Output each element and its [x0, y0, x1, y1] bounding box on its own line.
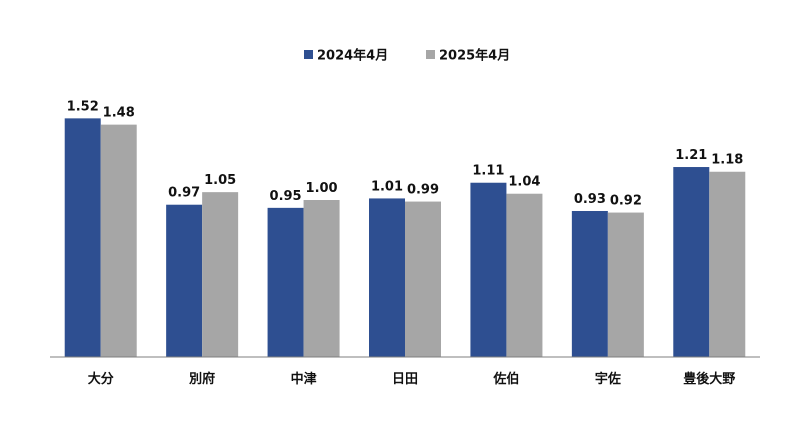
data-label: 1.01 [371, 179, 403, 194]
legend-label: 2025年4月 [439, 48, 510, 64]
bar-series1-2 [267, 207, 304, 357]
bar-series1-3 [369, 198, 405, 357]
bar-series2-4 [506, 193, 543, 357]
data-label: 1.05 [204, 173, 236, 188]
category-label: 大分 [88, 371, 114, 387]
data-label: 1.11 [472, 164, 504, 179]
bar-series1-6 [673, 167, 710, 357]
category-label: 日田 [392, 372, 418, 387]
category-label: 宇佐 [595, 371, 621, 387]
bar-series2-3 [405, 201, 441, 357]
data-label: 0.97 [168, 186, 200, 201]
category-label: 中津 [291, 371, 317, 387]
legend-swatch [426, 50, 435, 59]
bar-series1-1 [166, 204, 203, 357]
legend-label: 2024年4月 [317, 48, 388, 64]
bar-series2-1 [202, 192, 239, 357]
legend: 2024年4月 2025年4月 [304, 48, 510, 64]
value-labels: 1.52 1.48 0.97 1.05 0.95 1.00 1.01 0.99 1.11 1.04… [67, 99, 744, 208]
legend-swatch [304, 50, 313, 59]
bar-series2-0 [100, 124, 137, 357]
data-label: 0.99 [407, 183, 439, 198]
bars [64, 118, 746, 357]
data-label: 1.04 [508, 175, 540, 190]
category-label: 別府 [188, 371, 215, 387]
data-label: 1.18 [711, 153, 743, 168]
data-label: 1.48 [103, 106, 135, 121]
category-label: 佐伯 [492, 371, 519, 387]
data-label: 0.93 [574, 192, 606, 207]
bar-series1-4 [470, 182, 507, 357]
bar-series1-0 [64, 118, 101, 357]
bar-series2-2 [303, 200, 340, 357]
data-label: 0.95 [270, 189, 302, 204]
data-label: 1.00 [306, 181, 338, 196]
category-label: 豊後大野 [683, 371, 735, 387]
data-label: 0.92 [610, 194, 642, 209]
data-label: 1.21 [675, 148, 707, 163]
bar-series1-5 [571, 210, 608, 357]
bar-series2-6 [709, 171, 746, 357]
data-label: 1.52 [67, 99, 99, 114]
bar-series2-5 [607, 212, 644, 357]
category-labels: 大分 別府 中津 日田 佐伯 宇佐 豊後大野 [88, 371, 736, 387]
